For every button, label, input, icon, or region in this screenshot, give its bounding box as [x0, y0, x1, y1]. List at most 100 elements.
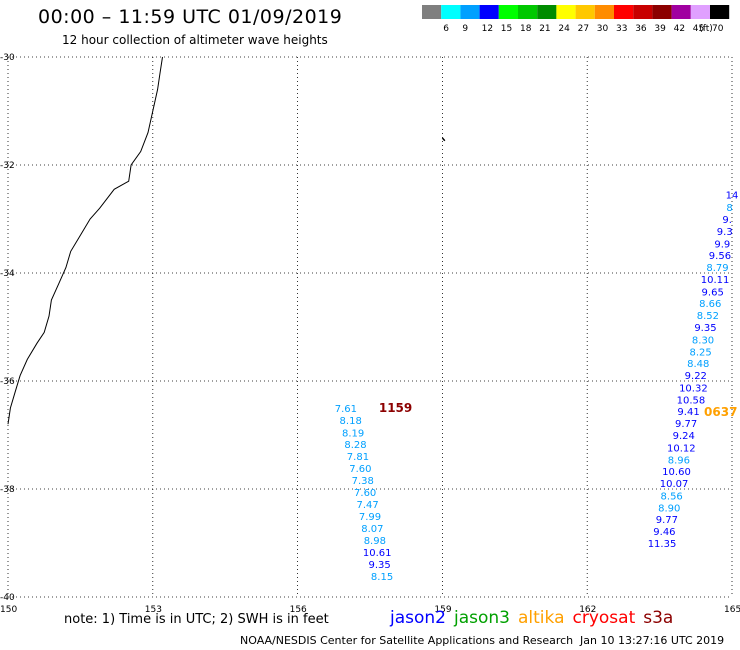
legend-label: 9 [462, 24, 468, 34]
satellite-legend: jason2 jason3 altika cryosat s3a [390, 608, 681, 628]
legend-label: 70 [712, 24, 724, 34]
satellite-altika: altika [518, 608, 565, 628]
satellite-jason3: jason3 [454, 608, 510, 628]
longitude-label: 156 [290, 605, 307, 615]
graticule: -30 -32 -34 -36 -38 -40 150 153 156 159 162 165 [0, 53, 740, 615]
legend-swatch [460, 5, 480, 19]
wave-height-label: 9.9 [714, 239, 730, 250]
legend-swatch [575, 5, 595, 19]
wave-height-label: 10.11 [701, 275, 730, 286]
wave-height-label: 8.28 [344, 440, 366, 451]
wave-height-label: 8 [726, 203, 732, 214]
legend-label: 42 [674, 24, 685, 34]
wave-height-label: 8.30 [692, 335, 714, 346]
altimeter-track: 1489.9.39.99.568.7910.119.658.668.529.35… [648, 191, 739, 550]
wave-height-label: 8.07 [361, 524, 383, 535]
wave-height-label: 8.48 [687, 359, 709, 370]
legend-label: 24 [558, 24, 570, 34]
legend-label: 30 [597, 24, 609, 34]
legend-label: 15 [501, 24, 512, 34]
longitude-label: 159 [434, 605, 451, 615]
footer-note: note: 1) Time is in UTC; 2) SWH is in fe… [64, 612, 329, 627]
wave-height-label: 8.79 [706, 263, 728, 274]
wave-height-label: 9.77 [656, 515, 678, 526]
wave-height-label: 11.35 [648, 539, 677, 550]
wave-height-label: 7.60 [349, 464, 371, 475]
wave-height-label: 7.47 [356, 500, 378, 511]
wave-height-label: 8.18 [340, 416, 362, 427]
legend-swatch [556, 5, 576, 19]
wave-height-label: 8.56 [661, 491, 683, 502]
legend-swatch [710, 5, 730, 19]
legend-swatch [441, 5, 461, 19]
wave-height-label: 9.65 [702, 287, 724, 298]
legend-swatch [537, 5, 557, 19]
legend-swatch [498, 5, 518, 19]
legend-label: 33 [616, 24, 627, 34]
wave-height-label: 9. [722, 215, 732, 226]
latitude-label: -36 [0, 377, 15, 387]
satellite-s3a: s3a [643, 608, 674, 628]
legend-swatch [614, 5, 634, 19]
wave-height-label: 8.66 [699, 299, 721, 310]
latitude-label: -40 [0, 593, 15, 603]
latitude-label: -30 [0, 53, 15, 63]
longitude-label: 162 [579, 605, 596, 615]
wave-height-label: 8.15 [371, 572, 393, 583]
legend-label: 21 [539, 24, 550, 34]
legend-swatch [422, 5, 442, 19]
longitude-label: 165 [724, 605, 740, 615]
legend-swatch [690, 5, 710, 19]
legend-swatch [518, 5, 538, 19]
legend-label: 36 [635, 24, 647, 34]
wave-height-label: 7.60 [354, 488, 376, 499]
wave-height-label: 7.61 [335, 404, 357, 415]
legend-unit: (ft) [699, 24, 713, 34]
legend-swatch [652, 5, 672, 19]
legend-label: 6 [443, 24, 449, 34]
wave-height-label: 9.56 [709, 251, 731, 262]
legend-label: 12 [482, 24, 493, 34]
legend-label: 39 [654, 24, 666, 34]
wave-height-label: 14 [726, 191, 739, 202]
credit-text: NOAA/NESDIS Center for Satellite Applica… [240, 634, 574, 647]
satellite-cryosat: cryosat [572, 608, 636, 628]
latitude-label: -34 [0, 269, 15, 279]
latitude-label: -32 [0, 161, 15, 171]
wave-height-label: 8.98 [364, 536, 386, 547]
wave-height-label: 8.25 [689, 347, 711, 358]
wave-height-label: 9.41 [677, 407, 699, 418]
satellite-jason2: jason2 [390, 608, 446, 628]
wave-height-label: 9.46 [653, 527, 675, 538]
legend-label: 45 [693, 24, 704, 34]
legend-swatch [479, 5, 499, 19]
wave-height-label: 10.58 [677, 395, 706, 406]
wave-height-label: 7.81 [347, 452, 369, 463]
coastline [7, 56, 163, 425]
wave-height-label: 7.38 [352, 476, 374, 487]
wave-height-label: 10.12 [667, 443, 696, 454]
wave-height-label: 8.90 [658, 503, 680, 514]
legend-swatch [633, 5, 653, 19]
wave-height-label: 9.35 [694, 323, 716, 334]
track-time-label: 0637 [704, 405, 737, 419]
timestamp-text: Jan 10 13:27:16 UTC 2019 [580, 634, 725, 647]
wave-height-label: 10.60 [662, 467, 691, 478]
wave-height-label: 9.77 [675, 419, 697, 430]
color-legend: 6 9 12 15 18 21 24 27 30 33 36 39 42 45 70(ft) [422, 5, 730, 34]
wave-height-label: 10.32 [679, 383, 708, 394]
wave-height-label: 7.99 [359, 512, 381, 523]
wave-height-label: 8.19 [342, 428, 364, 439]
wave-height-label: 9.22 [685, 371, 707, 382]
map-title: 00:00 – 11:59 UTC 01/09/2019 [38, 6, 343, 28]
legend-label: 18 [520, 24, 532, 34]
wave-height-label: 10.07 [660, 479, 689, 490]
legend-swatch [594, 5, 614, 19]
wave-height-label: 9.24 [673, 431, 695, 442]
altimeter-track: 7.618.188.198.287.817.607.387.607.477.99… [335, 401, 413, 583]
track-time-label: 1159 [379, 401, 412, 415]
wave-height-label: 10.61 [363, 548, 392, 559]
legend-swatch [671, 5, 691, 19]
wave-height-label: 8.52 [697, 311, 719, 322]
